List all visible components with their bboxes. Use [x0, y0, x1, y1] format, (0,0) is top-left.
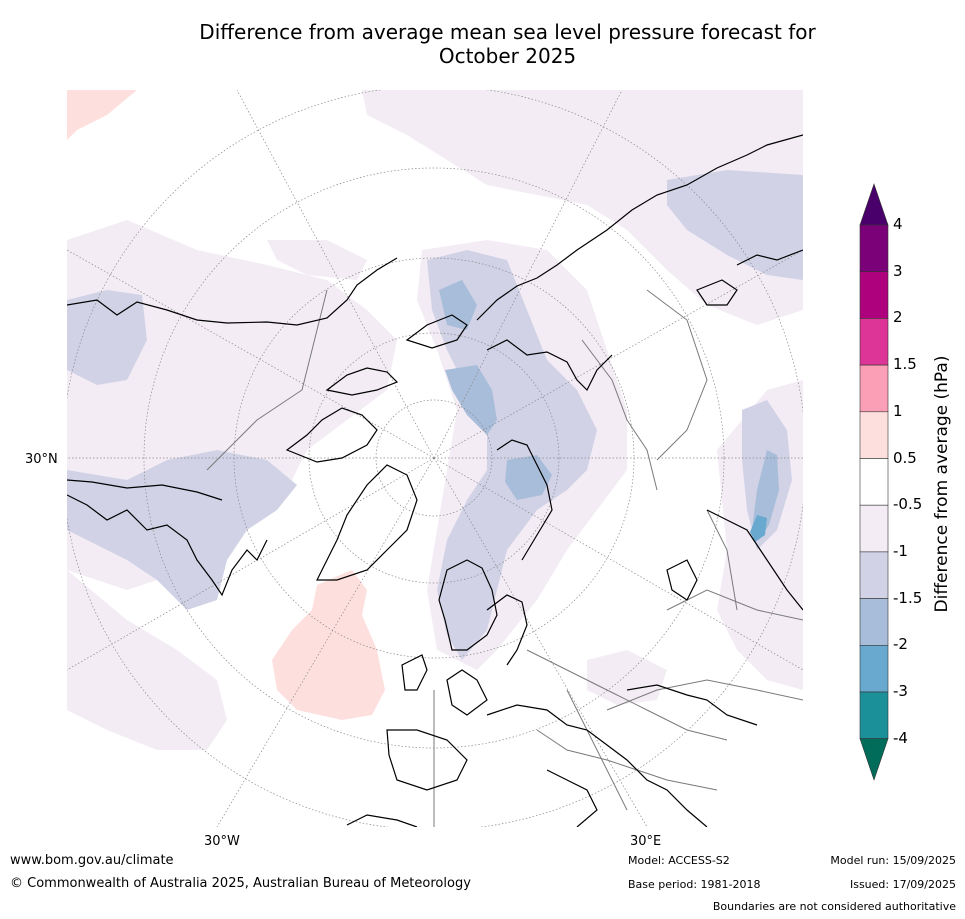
colorbar-segment	[859, 598, 889, 646]
colorbar	[859, 183, 889, 781]
colorbar-tick-label: 1.5	[893, 355, 917, 374]
disclaimer-text: Boundaries are not considered authoritat…	[712, 900, 956, 913]
issued-date: Issued: 17/09/2025	[849, 878, 956, 891]
colorbar-tick-label: -1.5	[893, 588, 923, 607]
longitude-label-west: 30°W	[204, 834, 240, 849]
anomaly-negative-2	[750, 515, 767, 542]
colorbar-segment	[859, 271, 889, 319]
pressure-anomaly-map	[67, 90, 803, 827]
model-name: Model: ACCESS-S2	[628, 854, 730, 867]
colorbar-tick-label: -3	[893, 682, 908, 700]
anomaly-negative-1	[67, 170, 803, 660]
coastlines	[67, 134, 803, 827]
colorbar-tick-label: -4	[893, 728, 908, 747]
map-title: Difference from average mean sea level p…	[130, 20, 885, 68]
colorbar-segment	[859, 551, 889, 599]
title-line-1: Difference from average mean sea level p…	[199, 20, 816, 44]
colorbar-tick-label: 4	[893, 215, 903, 233]
colorbar-tick-label: -2	[893, 635, 908, 654]
colorbar-segment	[859, 644, 889, 693]
website-link[interactable]: www.bom.gov.au/climate	[10, 853, 174, 868]
colorbar-tick-label: -1	[893, 541, 908, 560]
colorbar-segment	[859, 458, 889, 506]
colorbar-over-arrow	[859, 183, 889, 226]
anomaly-positive	[67, 90, 385, 720]
colorbar-tick-label: -0.5	[893, 495, 923, 514]
colorbar-segment	[859, 504, 889, 553]
colorbar-title: Difference from average (hPa)	[932, 355, 952, 613]
base-period: Base period: 1981-2018	[628, 878, 761, 891]
colorbar-segment	[859, 224, 889, 273]
colorbar-tick-label: 1	[893, 401, 903, 420]
colorbar-segment	[859, 411, 889, 459]
colorbar-tick-label: 3	[893, 261, 903, 280]
title-line-2: October 2025	[438, 44, 577, 68]
colorbar-tick-label: 2	[893, 308, 903, 327]
model-run-date: Model run: 15/09/2025	[830, 854, 956, 867]
colorbar-tick-label: 0.5	[893, 448, 917, 467]
longitude-label-east: 30°E	[630, 834, 662, 849]
country-borders	[206, 289, 803, 827]
colorbar-segment	[859, 364, 889, 413]
latitude-label: 30°N	[25, 452, 58, 467]
colorbar-segment	[859, 318, 889, 366]
copyright-text: © Commonwealth of Australia 2025, Austra…	[10, 876, 471, 891]
colorbar-segment	[859, 691, 889, 740]
colorbar-under-arrow	[859, 738, 889, 781]
